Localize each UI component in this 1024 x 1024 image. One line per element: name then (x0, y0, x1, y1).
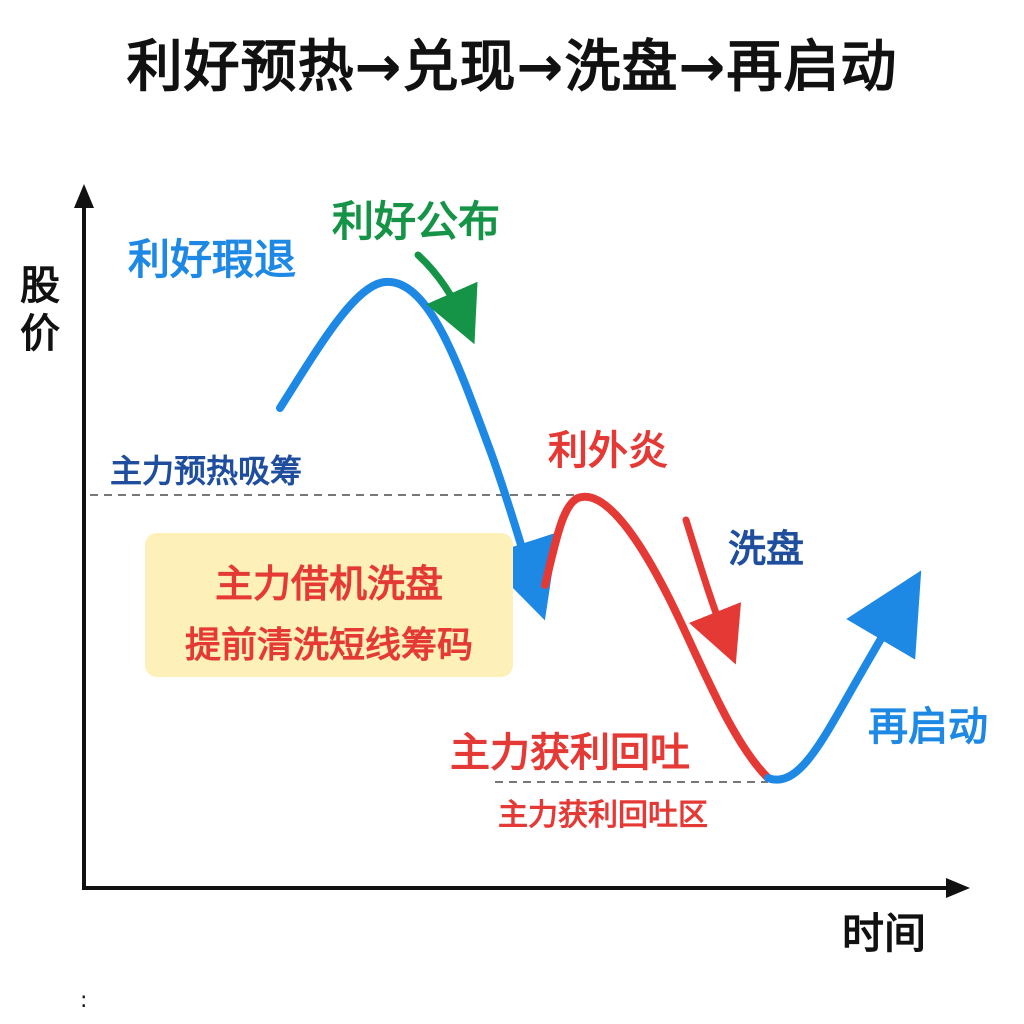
y-axis-arrow-icon (74, 184, 94, 208)
callout-line-1: 主力借机洗盘 (214, 562, 443, 606)
footer-mark: : (80, 988, 88, 1013)
x-axis-label: 时间 (842, 909, 927, 958)
red-price-curve (541, 492, 772, 782)
label-pre-rise: 利好瑕退 (128, 235, 297, 284)
label-profit-zone: 主力获利回吐区 (498, 798, 708, 833)
y-axis-label: 股价 (20, 263, 60, 357)
label-profit-take: 主力获利回吐 (450, 730, 690, 776)
label-announce: 利好公布 (332, 197, 501, 246)
label-preheat-absorb: 主力预热吸筹 (110, 452, 303, 490)
x-axis-arrow-icon (946, 878, 970, 898)
washout-callout: 主力借机洗盘 提前清洗短线筹码 (145, 533, 513, 677)
label-washout: 洗盘 (728, 527, 805, 571)
announce-arrow (414, 251, 478, 345)
washout-arrow (682, 516, 742, 665)
diagram-title: 利好预热→兑现→洗盘→再启动 (126, 35, 898, 100)
label-restart: 再启动 (868, 704, 988, 750)
restart-curve (764, 570, 922, 784)
label-reversal: 利外炎 (548, 428, 668, 474)
callout-line-2: 提前清洗短线筹码 (184, 625, 473, 666)
